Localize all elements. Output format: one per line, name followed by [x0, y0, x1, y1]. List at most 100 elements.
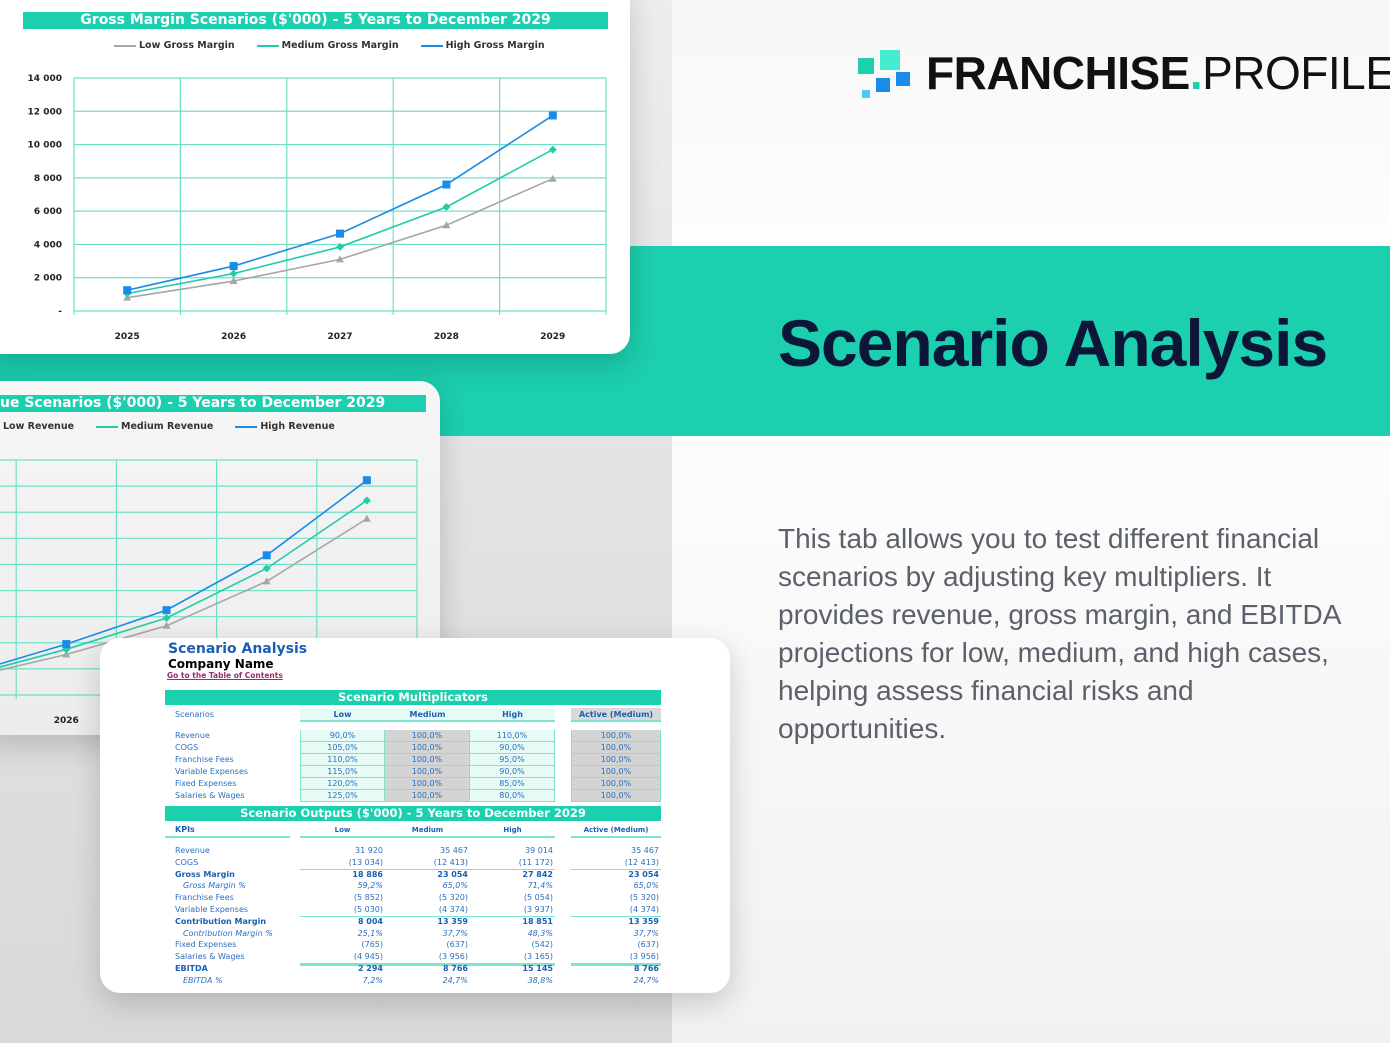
active-value: (12 413) — [571, 857, 661, 870]
data-point-diamond — [442, 202, 451, 211]
x-tick-label: 2025 — [115, 332, 140, 342]
medium-multiplier-cell: 100,0% — [385, 766, 470, 778]
low-value: 31 920 — [355, 846, 383, 855]
low-value: (5 030) — [300, 904, 385, 917]
output-row: Revenue 31 920 35 467 39 014 35 467 — [165, 845, 665, 857]
right-background — [672, 0, 1390, 1043]
row-label: Revenue — [175, 846, 210, 855]
high-value: (542) — [531, 940, 553, 950]
column-header-low: Low — [300, 708, 385, 722]
data-point-triangle — [442, 221, 451, 229]
column-header-kpis: KPIs — [165, 824, 290, 838]
output-row: Variable Expenses (5 030) (4 374) (3 937) (4… — [165, 904, 665, 917]
legend-label: Low Gross Margin — [139, 40, 235, 51]
low-value: 8 004 — [357, 916, 383, 926]
data-point-square — [362, 476, 371, 485]
low-value: (5 852) — [353, 893, 383, 903]
data-point-square — [262, 551, 271, 560]
company-name: Company Name — [168, 657, 274, 671]
low-value: (13 034) — [300, 857, 385, 870]
high-multiplier-cell: 90,0% — [470, 766, 555, 778]
low-multiplier-cell: 125,0% — [300, 790, 385, 802]
data-point-triangle — [262, 577, 271, 585]
active-value: (3 956) — [571, 951, 661, 967]
sheet-title: Scenario Analysis — [168, 641, 308, 657]
data-point-square — [162, 606, 171, 615]
high-multiplier-cell: 95,0% — [470, 754, 555, 766]
output-row: Gross Margin % 59,2% 65,0% 71,4% 65,0% — [165, 880, 665, 892]
medium-multiplier-cell: 100,0% — [385, 778, 470, 790]
data-point-triangle — [162, 621, 171, 629]
active-value: (5 320) — [629, 893, 659, 903]
data-point-triangle — [362, 514, 371, 522]
medium-value: 8 766 — [442, 964, 468, 973]
medium-multiplier-cell: 100,0% — [385, 742, 470, 754]
high-value: (3 165) — [470, 951, 555, 967]
x-tick-label: 2027 — [327, 332, 352, 342]
legend-item-medium: Medium Revenue — [96, 421, 213, 432]
legend-item-high: High Revenue — [235, 421, 335, 432]
multiplier-row: Salaries & Wages 125,0% 100,0% 80,0% 100,0% — [165, 790, 665, 802]
outputs-table: KPIs Low Medium High Active (Medium) Revenue 3… — [165, 824, 665, 989]
x-tick-label: 2029 — [540, 332, 565, 342]
low-value: 7,2% — [362, 975, 383, 985]
x-tick-label: 2028 — [434, 332, 459, 342]
y-tick-label: 12 000 — [28, 107, 62, 117]
medium-value: 23 054 — [437, 869, 468, 879]
low-multiplier-cell: 105,0% — [300, 742, 385, 754]
column-header-active: Active (Medium) — [571, 708, 661, 722]
active-value: 24,7% — [633, 975, 659, 985]
legend-label: Low Revenue — [3, 421, 75, 432]
output-row: Contribution Margin 8 004 13 359 18 851 13 3… — [165, 916, 665, 928]
high-value: 39 014 — [525, 846, 553, 855]
multiplier-row: Revenue 90,0% 100,0% 110,0% 100,0% — [165, 730, 665, 742]
logo-squares-icon — [856, 48, 910, 98]
data-point-diamond — [336, 242, 344, 251]
active-value: 13 359 — [628, 916, 659, 926]
medium-value: 13 359 — [437, 916, 468, 926]
data-point-diamond — [262, 564, 271, 573]
row-label: Fixed Expenses — [175, 940, 237, 950]
high-value: 48,3% — [527, 928, 553, 938]
data-point-triangle — [229, 277, 238, 285]
row-label: EBITDA — [175, 964, 208, 973]
high-value: 38,8% — [527, 975, 553, 985]
legend-label: Medium Revenue — [121, 421, 214, 432]
active-value: (4 374) — [571, 904, 661, 917]
row-label: Variable Expenses — [175, 767, 249, 776]
row-label: Salaries & Wages — [175, 791, 245, 800]
scenario-sheet-card: Scenario Analysis Company Name Go to the… — [100, 638, 730, 993]
high-multiplier-cell: 90,0% — [470, 742, 555, 754]
row-label: Franchise Fees — [175, 755, 234, 764]
medium-value: (637) — [446, 940, 468, 950]
low-value: (4 945) — [300, 951, 385, 967]
data-point-diamond — [548, 145, 557, 154]
multiplier-row: Variable Expenses 115,0% 100,0% 90,0% 100,0% — [165, 766, 665, 778]
output-row: Franchise Fees (5 852) (5 320) (5 054) (5 32… — [165, 892, 665, 904]
high-value: (11 172) — [470, 857, 555, 870]
medium-value: (4 374) — [385, 904, 470, 917]
row-label: Fixed Expenses — [175, 779, 237, 788]
output-row: Contribution Margin % 25,1% 37,7% 48,3% 37,7… — [165, 928, 665, 940]
medium-value: (5 320) — [438, 893, 468, 903]
row-label: EBITDA % — [183, 975, 223, 985]
medium-value: (3 956) — [385, 951, 470, 967]
active-multiplier-cell: 100,0% — [571, 790, 661, 802]
gross-margin-chart: - 2 000 4 000 6 000 8 000 10 000 12 000 14 000 2… — [28, 74, 607, 342]
data-point-square — [336, 229, 344, 238]
row-label: Franchise Fees — [175, 893, 234, 903]
active-multiplier-cell: 100,0% — [571, 754, 661, 766]
active-multiplier-cell: 100,0% — [571, 742, 661, 754]
low-multiplier-cell: 120,0% — [300, 778, 385, 790]
legend-label: Medium Gross Margin — [281, 40, 399, 51]
column-header-low: Low — [300, 824, 385, 838]
multiplicators-header: Scenario Multiplicators — [165, 690, 661, 705]
data-point-diamond — [229, 269, 238, 278]
column-header-high: High — [470, 824, 555, 838]
output-row: COGS (13 034) (12 413) (11 172) (12 413) — [165, 857, 665, 870]
toc-link[interactable]: Go to the Table of Contents — [167, 671, 283, 680]
data-point-square — [62, 640, 71, 649]
high-multiplier-cell: 110,0% — [470, 730, 555, 742]
